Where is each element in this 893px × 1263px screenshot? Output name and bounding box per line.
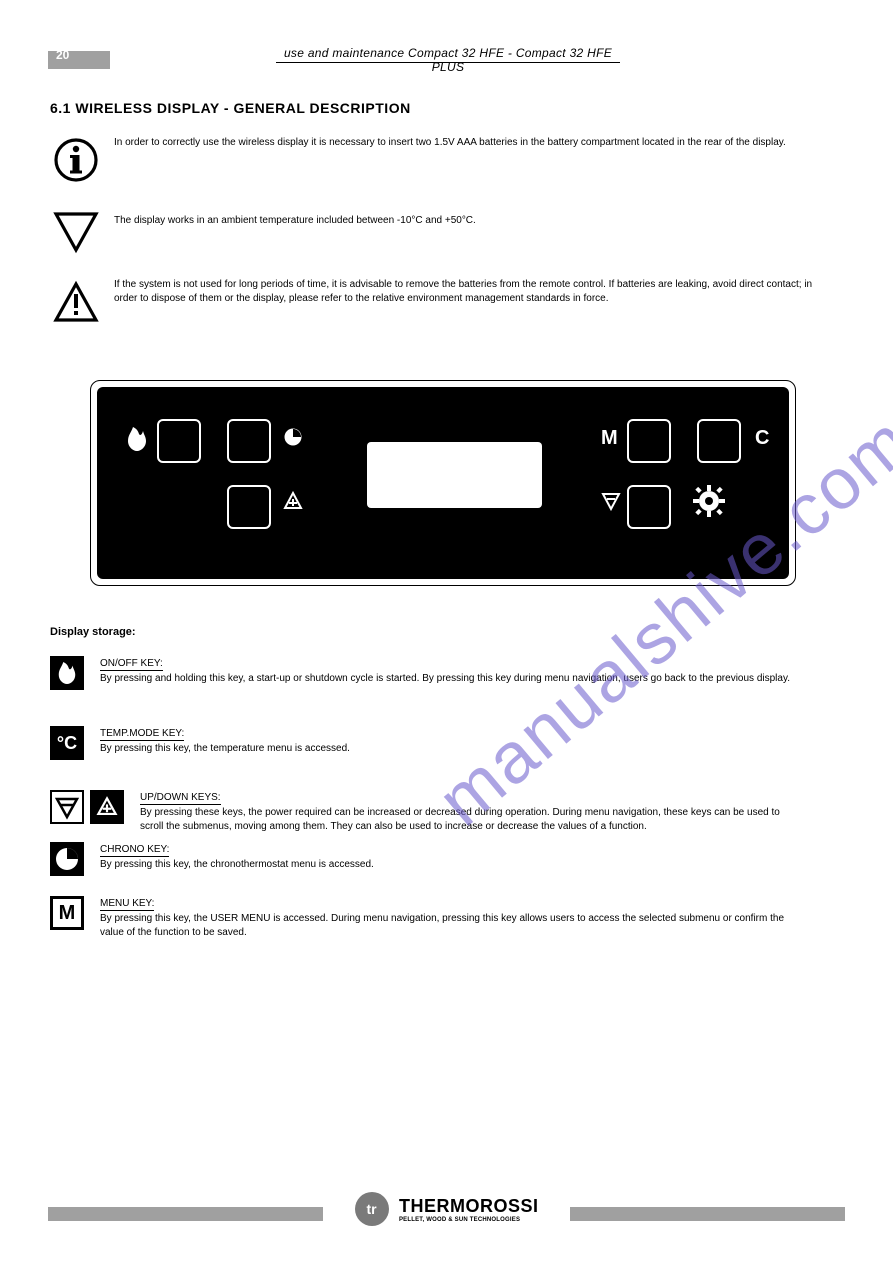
header-rule [276, 62, 620, 63]
section-title: 6.1 WIRELESS DISPLAY - GENERAL DESCRIPTI… [50, 100, 411, 116]
chrono-key-icon [50, 842, 84, 876]
desc-title: Display storage: [50, 626, 136, 638]
footer-logo: tr THERMOROSSI PELLET, WOOD & SUN TECHNO… [330, 1192, 563, 1226]
logo-circle: tr [355, 1192, 389, 1226]
lcd-screen [367, 442, 542, 508]
clock-icon [283, 427, 303, 447]
page-number: 20 [56, 48, 69, 62]
gear-icon [691, 483, 727, 519]
caution-text-2: If the system is not used for long perio… [114, 278, 814, 305]
key-text: By pressing this key, the chronothermost… [100, 858, 800, 872]
panel-button [227, 419, 271, 463]
key-text: By pressing this key, the temperature me… [100, 742, 800, 756]
brand-tagline: PELLET, WOOD & SUN TECHNOLOGIES [399, 1217, 539, 1223]
warning-icon [52, 280, 100, 324]
brand-name: THERMOROSSI [399, 1196, 539, 1217]
down-key-icon [50, 790, 84, 824]
key-label: CHRONO KEY: [100, 844, 169, 857]
key-label: TEMP.MODE KEY: [100, 728, 184, 741]
panel-button [157, 419, 201, 463]
panel-button [627, 419, 671, 463]
c-label: C [755, 427, 769, 450]
key-text: By pressing these keys, the power requir… [140, 806, 800, 833]
triangle-down-icon [601, 491, 621, 511]
panel-button [227, 485, 271, 529]
key-label: UP/DOWN KEYS: [140, 792, 221, 805]
menu-key-icon: M [50, 896, 84, 930]
up-key-icon [90, 790, 124, 824]
doc-title: use and maintenance Compact 32 HFE - Com… [276, 46, 620, 74]
panel-button [697, 419, 741, 463]
control-panel-drawing: M C [90, 380, 796, 586]
flame-key-icon [50, 656, 84, 690]
info-icon [52, 136, 100, 184]
caution-text-1: The display works in an ambient temperat… [114, 214, 814, 228]
key-text: By pressing and holding this key, a star… [100, 672, 800, 686]
footer-bar-left [48, 1207, 323, 1221]
triangle-up-icon [283, 491, 303, 511]
key-label: ON/OFF KEY: [100, 658, 163, 671]
key-label: MENU KEY: [100, 898, 154, 911]
key-text: By pressing this key, the USER MENU is a… [100, 912, 800, 939]
triangle-down-icon [52, 210, 100, 254]
temp-key-icon: °C [50, 726, 84, 760]
flame-icon [125, 425, 149, 453]
info-text: In order to correctly use the wireless d… [114, 136, 814, 150]
footer-bar-right [570, 1207, 845, 1221]
m-label: M [601, 427, 618, 450]
panel-button [627, 485, 671, 529]
